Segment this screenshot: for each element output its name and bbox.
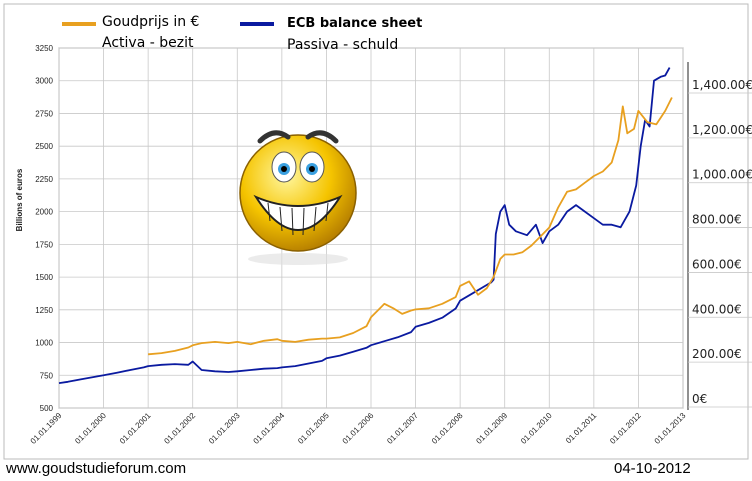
right-tick-label: 400.00€ bbox=[692, 302, 742, 316]
left-tick-label: 3250 bbox=[35, 44, 53, 53]
left-tick-label: 3000 bbox=[35, 77, 53, 86]
y-axis-label: Billions of euros bbox=[15, 168, 24, 231]
left-tick-label: 2000 bbox=[35, 208, 53, 217]
grid-lines bbox=[58, 47, 684, 409]
legend-swatch-gold bbox=[62, 22, 96, 26]
legend-ecb-label: ECB balance sheet bbox=[287, 16, 423, 31]
right-tick-label: 200.00€ bbox=[692, 347, 742, 361]
left-axis-ticks: 500 750 1000 1250 1500 1750 2000 2250 2500 2750 30… bbox=[35, 44, 53, 413]
right-tick-label: 800.00€ bbox=[692, 213, 742, 227]
left-tick-label: 1250 bbox=[35, 306, 53, 315]
legend-gold-label: Goudprijs in € bbox=[102, 14, 200, 30]
chart-border bbox=[3, 3, 749, 460]
left-tick-label: 750 bbox=[40, 371, 54, 380]
left-tick-label: 1500 bbox=[35, 273, 53, 282]
left-tick-label: 2250 bbox=[35, 175, 53, 184]
legend-swatch-ecb bbox=[240, 22, 274, 26]
right-tick-label: 1,200.00€ bbox=[692, 123, 752, 137]
smiley-icon bbox=[239, 130, 357, 265]
series-line-ecb bbox=[58, 67, 671, 384]
right-tick-label: 600.00€ bbox=[692, 257, 742, 271]
legend-gold-sub: Activa - bezit bbox=[102, 35, 194, 51]
right-tick-label: 0€ bbox=[692, 392, 707, 406]
left-tick-label: 1000 bbox=[35, 339, 53, 348]
right-axis-ticks: 0€ 200.00€ 400.00€ 600.00€ 800.00€ 1,000.00€ 1… bbox=[687, 62, 752, 410]
footer-date: 04-10-2012 bbox=[614, 460, 691, 477]
legend-ecb-sub: Passiva - schuld bbox=[287, 37, 399, 53]
left-tick-label: 2750 bbox=[35, 109, 53, 118]
left-tick-label: 1750 bbox=[35, 240, 53, 249]
right-tick-label: 1,400.00€ bbox=[692, 78, 752, 92]
footer-website: www.goudstudieforum.com bbox=[6, 460, 187, 477]
left-tick-label: 500 bbox=[40, 404, 54, 413]
series-lines bbox=[58, 67, 673, 384]
left-tick-label: 2500 bbox=[35, 142, 53, 151]
series-line-gold bbox=[148, 97, 673, 356]
right-tick-label: 1,000.00€ bbox=[692, 168, 752, 182]
